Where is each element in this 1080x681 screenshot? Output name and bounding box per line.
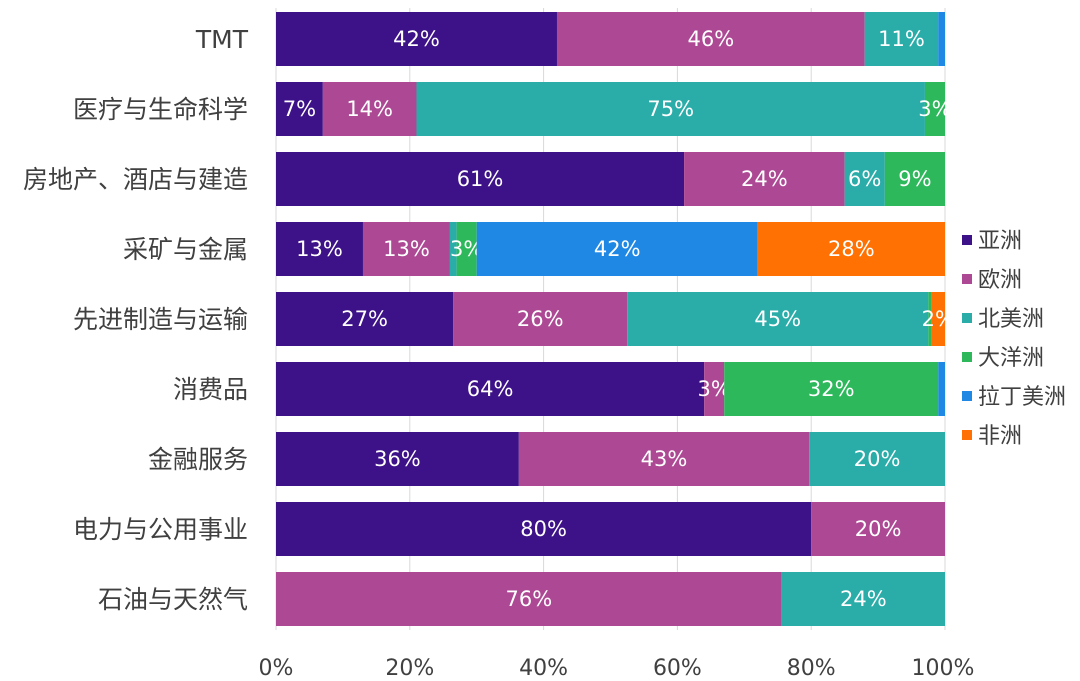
data-label: 36% — [374, 447, 421, 471]
x-tick-label: 20% — [385, 656, 434, 681]
bar-segment-3-row-1 — [864, 12, 939, 66]
category-label: TMT — [195, 25, 249, 54]
legend-label: 大洋洲 — [978, 346, 1044, 371]
bar-segment-3-row-7 — [809, 432, 945, 486]
x-tick-label: 60% — [653, 656, 702, 681]
bar-segment-2-row-9 — [276, 572, 782, 626]
category-label: 电力与公用事业 — [73, 515, 248, 544]
bar-segment-5-row-6 — [938, 362, 945, 416]
bar-segment-6-row-4 — [757, 222, 945, 276]
bar-segment-1-row-2 — [276, 82, 323, 136]
legend-swatch — [962, 430, 972, 440]
legend-swatch — [962, 352, 972, 362]
data-label: 32% — [808, 377, 855, 401]
category-labels: TMT 医疗与生命科学房地产、酒店与建造采矿与金属先进制造与运输消费品金融服务电力… — [23, 25, 249, 614]
bar-segment-2-row-5 — [453, 292, 628, 346]
legend-label: 亚洲 — [978, 229, 1022, 254]
category-label: 房地产、酒店与建造 — [23, 165, 248, 194]
x-axis-tick-labels: 0% 20% 40% 60% 80% 100% — [259, 656, 975, 681]
data-label: 42% — [594, 237, 641, 261]
data-label: 6% — [848, 167, 881, 191]
data-label: 28% — [828, 237, 875, 261]
bar-segment-2-row-6 — [704, 362, 725, 416]
data-label: 64% — [467, 377, 514, 401]
bar-segment-3-row-4 — [449, 222, 457, 276]
data-label: 26% — [517, 307, 564, 331]
category-label: 先进制造与运输 — [73, 305, 248, 334]
bar-segment-2-row-4 — [362, 222, 450, 276]
bar-segment-2-row-2 — [322, 82, 417, 136]
data-label: 24% — [741, 167, 788, 191]
x-tick-label: 0% — [259, 656, 294, 681]
legend-label: 欧洲 — [978, 268, 1022, 293]
data-label: 2% — [922, 307, 955, 331]
data-label: 61% — [457, 167, 504, 191]
legend-label: 拉丁美洲 — [978, 385, 1066, 410]
x-tick-label: 100% — [912, 656, 975, 681]
bar-segment-4-row-3 — [884, 152, 945, 206]
data-label: 20% — [855, 517, 902, 541]
bar-segment-4-row-5 — [928, 292, 932, 346]
bar-segment-5-row-1 — [938, 12, 945, 66]
data-label: 11% — [878, 27, 925, 51]
data-label: 43% — [641, 447, 688, 471]
bar-segment-2-row-7 — [518, 432, 810, 486]
bar-segment-5-row-4 — [476, 222, 758, 276]
bar-segment-3-row-3 — [844, 152, 885, 206]
data-label: 80% — [520, 517, 567, 541]
data-label: 45% — [754, 307, 801, 331]
data-label: 13% — [296, 237, 343, 261]
data-label: 75% — [647, 97, 694, 121]
bar-segment-4-row-6 — [724, 362, 939, 416]
bar-segment-1-row-1 — [276, 12, 557, 66]
bar-segment-1-row-5 — [276, 292, 454, 346]
data-label: 24% — [840, 587, 887, 611]
category-label: 采矿与金属 — [123, 235, 248, 264]
data-label: 7% — [283, 97, 316, 121]
bar-segment-2-row-8 — [811, 502, 945, 556]
bar-segment-3-row-5 — [627, 292, 929, 346]
data-label: 13% — [383, 237, 430, 261]
bars: 42% 46% 11%7% 14% 75% 3%61% 24% 6% 9%13% 13% 3% 42%… — [276, 12, 955, 626]
category-label: 石油与天然气 — [98, 585, 248, 614]
data-label: 9% — [898, 167, 931, 191]
bar-segment-1-row-7 — [276, 432, 519, 486]
category-label: 金融服务 — [148, 445, 248, 474]
legend-swatch — [962, 235, 972, 245]
data-label: 46% — [688, 27, 735, 51]
bar-segment-6-row-5 — [931, 292, 945, 346]
data-label: 42% — [393, 27, 440, 51]
data-label: 27% — [341, 307, 388, 331]
x-tick-label: 40% — [519, 656, 568, 681]
bar-segment-4-row-2 — [924, 82, 945, 136]
x-tick-label: 80% — [787, 656, 836, 681]
data-label: 76% — [506, 587, 553, 611]
data-label: 3% — [918, 97, 951, 121]
bar-segment-3-row-2 — [416, 82, 925, 136]
bar-segment-3-row-9 — [781, 572, 945, 626]
bar-segment-2-row-1 — [556, 12, 865, 66]
category-label: 医疗与生命科学 — [73, 95, 248, 124]
bar-segment-1-row-6 — [276, 362, 705, 416]
legend-swatch — [962, 391, 972, 401]
bar-segment-1-row-3 — [276, 152, 685, 206]
bar-segment-1-row-8 — [276, 502, 812, 556]
category-label: 消费品 — [173, 375, 248, 404]
bar-segment-4-row-4 — [456, 222, 477, 276]
legend-swatch — [962, 313, 972, 323]
data-label: 14% — [346, 97, 393, 121]
legend-label: 北美洲 — [978, 307, 1044, 332]
bar-segment-2-row-3 — [684, 152, 845, 206]
data-label: 20% — [854, 447, 901, 471]
bar-segment-1-row-4 — [276, 222, 363, 276]
legend-label: 非洲 — [978, 424, 1022, 449]
legend-swatch — [962, 274, 972, 284]
